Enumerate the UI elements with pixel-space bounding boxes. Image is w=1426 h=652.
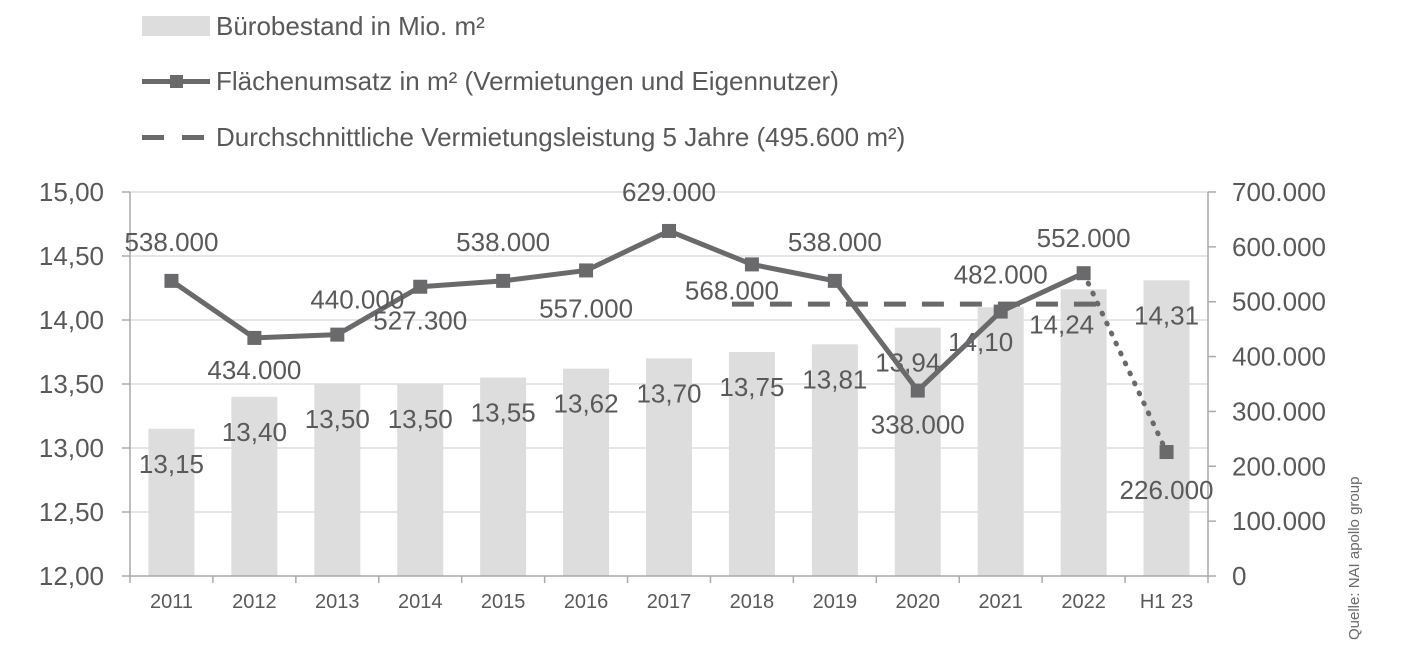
- turnover-point-2012: [247, 330, 262, 345]
- turnover-point-2011: [164, 273, 179, 288]
- line-label-2019: 538.000: [788, 227, 882, 257]
- turnover-point-2019: [827, 273, 842, 288]
- x-tick-label: 2021: [978, 591, 1023, 613]
- turnover-point-2020: [910, 383, 925, 398]
- line-label-2013: 440.000: [310, 285, 404, 315]
- turnover-line: [170, 228, 1085, 394]
- x-tick-label: 2013: [315, 591, 360, 613]
- turnover-point-2016: [579, 263, 594, 278]
- legend-label-average: Durchschnittliche Vermietungsleistung 5 …: [216, 121, 906, 152]
- bar-2022: [1060, 289, 1107, 576]
- bar-label-2020: 13,94: [875, 348, 940, 378]
- legend-swatch-line: [142, 71, 210, 91]
- right-tick-label: 0: [1232, 561, 1246, 591]
- bar-2015: [480, 377, 527, 576]
- x-tick-label: H1 23: [1140, 591, 1193, 613]
- bar-2011: [148, 428, 195, 576]
- left-tick-label: 15,00: [39, 177, 104, 207]
- left-tick-label: 14,00: [39, 305, 104, 335]
- bar-2019: [811, 344, 858, 576]
- bar-label-2019: 13,81: [802, 364, 867, 394]
- turnover-point-2021: [993, 304, 1008, 319]
- bar-label-2015: 13,55: [471, 398, 536, 428]
- bar-H1 23: [1143, 280, 1190, 576]
- source-note: Quelle: NAI apollo group: [1346, 476, 1363, 640]
- legend-swatch-dash: [142, 127, 210, 147]
- legend: Bürobestand in Mio. m² Flächenumsatz in …: [0, 0, 1426, 170]
- left-tick-label: 13,50: [39, 369, 104, 399]
- bar-2018: [728, 352, 775, 576]
- bar-2017: [646, 358, 692, 576]
- bar-label-2012: 13,40: [222, 417, 287, 447]
- legend-label-bars: Bürobestand in Mio. m²: [216, 10, 485, 41]
- bar-2012: [231, 396, 278, 576]
- x-tick-label: 2019: [813, 591, 858, 613]
- left-tick-label: 12,50: [39, 497, 104, 527]
- line-label-2011: 538.000: [124, 227, 218, 257]
- bar-label-H1 23: 14,31: [1134, 300, 1199, 330]
- bar-label-2011: 13,15: [139, 449, 204, 479]
- right-tick-label: 200.000: [1232, 451, 1326, 481]
- bar-label-2017: 13,70: [636, 378, 701, 408]
- right-tick-label: 400.000: [1232, 342, 1326, 372]
- line-label-2015: 538.000: [456, 227, 550, 257]
- right-tick-label: 600.000: [1232, 232, 1326, 262]
- right-tick-label: 100.000: [1232, 506, 1326, 536]
- x-tick-label: 2014: [398, 591, 443, 613]
- line-label-2017: 629.000: [622, 177, 716, 207]
- turnover-point-2017: [662, 223, 676, 238]
- line-label-2016: 557.000: [539, 293, 633, 323]
- line-label-2014: 527.300: [373, 306, 467, 336]
- right-tick-label: 500.000: [1232, 287, 1326, 317]
- x-tick-label: 2020: [896, 591, 941, 613]
- legend-swatch-bar: [142, 16, 210, 36]
- turnover-point-2015: [496, 273, 511, 288]
- x-tick-label: 2016: [564, 591, 609, 613]
- left-tick-label: 13,00: [39, 433, 104, 463]
- x-tick-label: 2018: [730, 591, 775, 613]
- right-tick-label: 700.000: [1232, 177, 1326, 207]
- line-label-2018: 568.000: [685, 275, 779, 305]
- turnover-point-2018: [744, 257, 759, 272]
- x-tick-label: 2012: [232, 591, 277, 613]
- left-tick-label: 14,50: [39, 241, 104, 271]
- bar-label-2022: 14,24: [1029, 309, 1094, 339]
- turnover-point-H1 23: [1159, 445, 1174, 460]
- turnover-line-forecast: [1081, 270, 1170, 455]
- legend-item-bars: Bürobestand in Mio. m²: [142, 6, 485, 46]
- bar-label-2014: 13,50: [388, 404, 453, 434]
- turnover-point-2022: [1076, 266, 1091, 281]
- legend-item-line: Flächenumsatz in m² (Vermietungen und Ei…: [142, 61, 839, 101]
- line-label-2022: 552.000: [1037, 223, 1131, 253]
- legend-label-line: Flächenumsatz in m² (Vermietungen und Ei…: [216, 65, 839, 96]
- bar-2014: [397, 384, 444, 576]
- bar-label-2016: 13,62: [554, 389, 619, 419]
- bar-2016: [563, 368, 610, 576]
- bar-2013: [314, 384, 361, 576]
- x-tick-label: 2017: [647, 591, 692, 613]
- line-label-2021: 482.000: [954, 260, 1048, 290]
- turnover-point-2013: [330, 327, 345, 342]
- left-tick-label: 12,00: [39, 561, 104, 591]
- x-tick-label: 2015: [481, 591, 526, 613]
- line-label-H1 23: 226.000: [1120, 475, 1214, 505]
- turnover-point-2014: [413, 279, 428, 294]
- line-label-2020: 338.000: [871, 410, 965, 440]
- x-tick-label: 2022: [1061, 591, 1106, 613]
- bar-label-2013: 13,50: [305, 404, 370, 434]
- right-tick-label: 300.000: [1232, 396, 1326, 426]
- x-tick-label: 2011: [150, 591, 193, 613]
- line-label-2012: 434.000: [207, 355, 301, 385]
- legend-item-average: Durchschnittliche Vermietungsleistung 5 …: [142, 117, 905, 157]
- bar-label-2018: 13,75: [719, 372, 784, 402]
- bar-2021: [977, 307, 1024, 576]
